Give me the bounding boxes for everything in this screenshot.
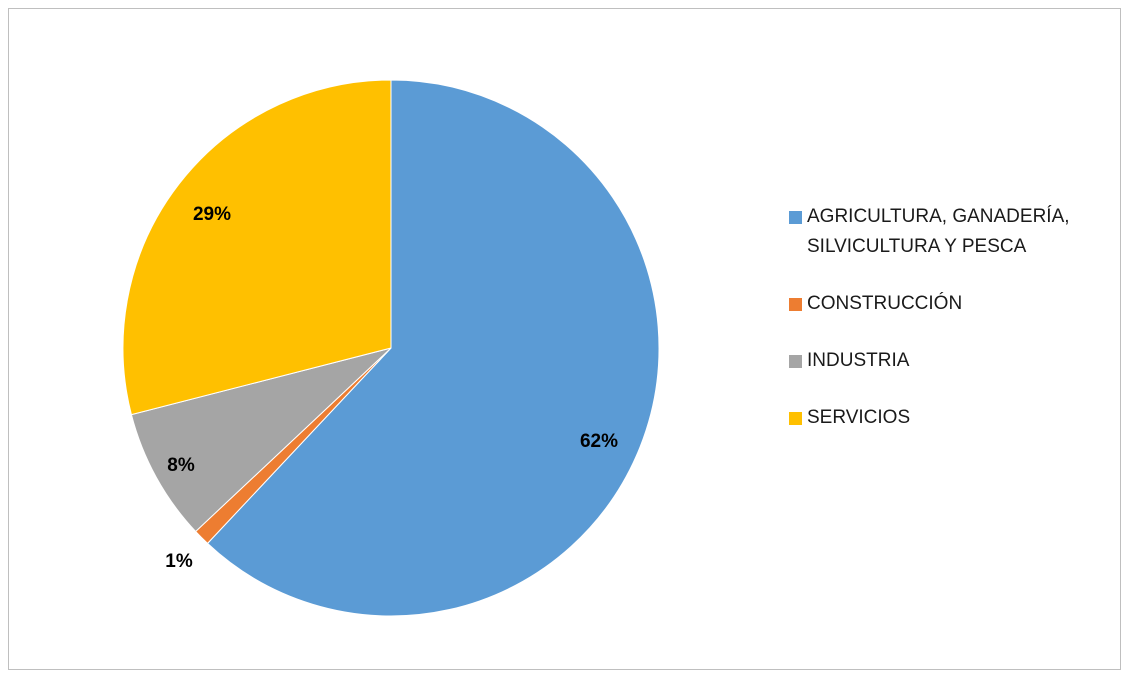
data-label: 8%: [167, 455, 195, 476]
legend-swatch: [789, 298, 802, 311]
legend-label: SERVICIOS: [807, 403, 1127, 433]
data-label: 29%: [193, 204, 231, 225]
legend-item-servicios: SERVICIOS: [789, 403, 1129, 433]
legend-item-industria: INDUSTRIA: [789, 346, 1129, 376]
legend-swatch: [789, 211, 802, 224]
legend-label: AGRICULTURA, GANADERÍA, SILVICULTURA Y P…: [807, 202, 1127, 262]
legend-label: INDUSTRIA: [807, 346, 1127, 376]
legend-swatch: [789, 355, 802, 368]
legend-item-construccion: CONSTRUCCIÓN: [789, 289, 1129, 319]
legend-label: CONSTRUCCIÓN: [807, 289, 1127, 319]
chart-frame: 62% 1% 8% 29% AGRICULTURA, GANADERÍA, SILVI…: [8, 8, 1121, 670]
legend: AGRICULTURA, GANADERÍA, SILVICULTURA Y P…: [789, 202, 1129, 433]
legend-swatch: [789, 412, 802, 425]
pie-slices: [123, 80, 659, 616]
data-label: 62%: [580, 431, 618, 452]
data-label: 1%: [165, 551, 193, 572]
legend-item-agricultura: AGRICULTURA, GANADERÍA, SILVICULTURA Y P…: [789, 202, 1129, 262]
